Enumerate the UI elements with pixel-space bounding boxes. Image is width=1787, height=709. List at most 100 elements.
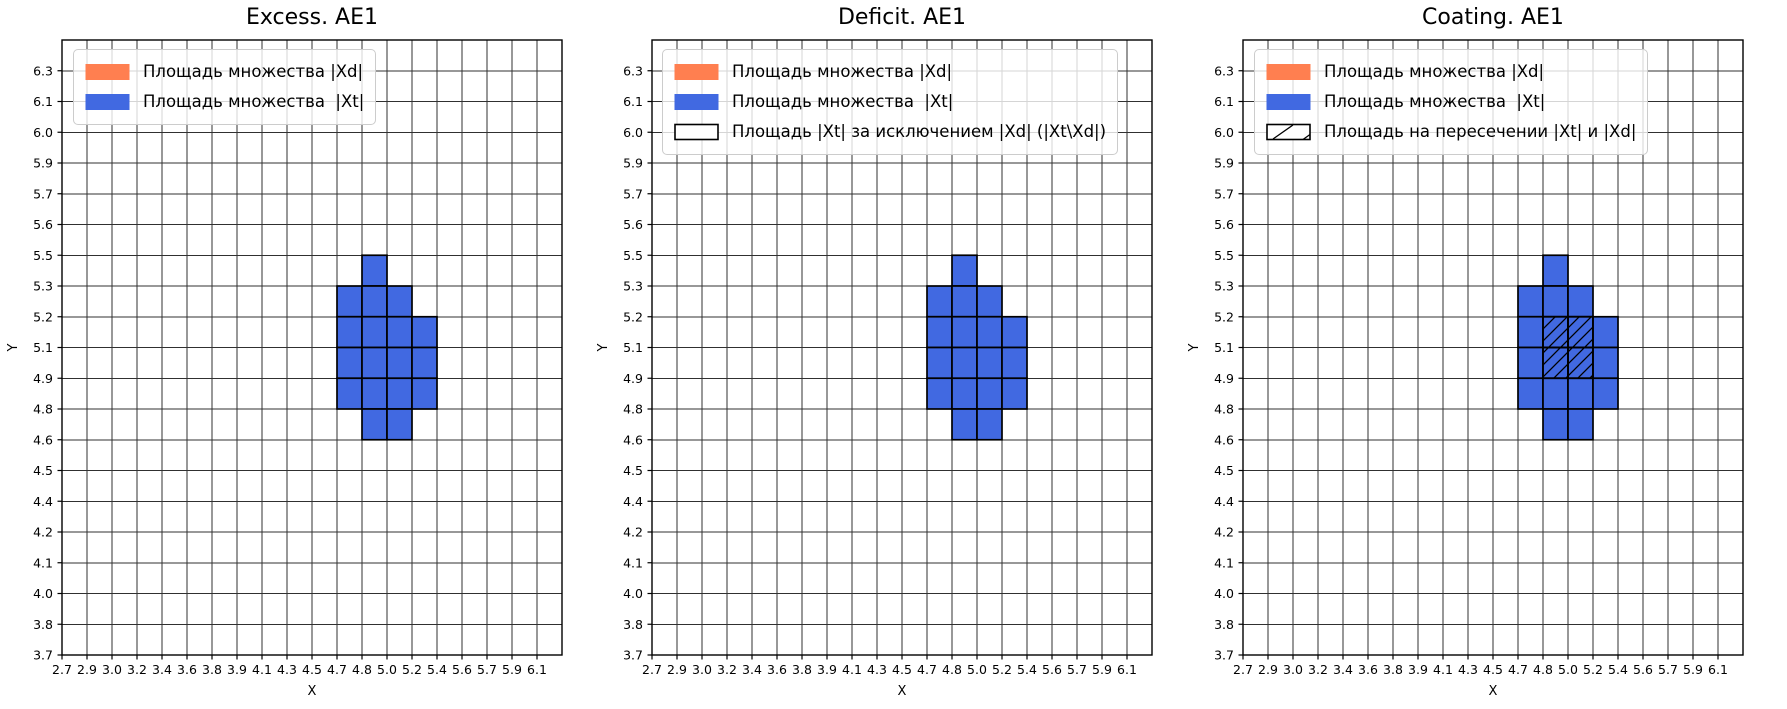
- x-tick-label: 4.7: [917, 662, 937, 677]
- legend-swatch-solid-icon: [674, 93, 719, 110]
- legend-entry: Площадь множества |Xd|: [1264, 57, 1638, 87]
- y-tick-label: 5.5: [623, 248, 643, 263]
- x-tick-label: 3.9: [817, 662, 837, 677]
- grid-cell: [951, 315, 978, 349]
- x-tick-label: 5.2: [402, 662, 422, 677]
- legend-deficit: Площадь множества |Xd| Площадь множества …: [662, 49, 1119, 155]
- y-tick-label: 4.2: [1214, 525, 1234, 540]
- x-tick-label: 2.9: [77, 662, 97, 677]
- y-tick-label: 4.1: [623, 555, 643, 570]
- grid-cell: [1517, 346, 1544, 380]
- x-tick-label: 4.5: [1483, 662, 1503, 677]
- x-tick-label: 5.4: [1608, 662, 1628, 677]
- grid-cell: [976, 408, 1003, 441]
- legend-entry: Площадь множества |Xd|: [672, 57, 1108, 87]
- y-tick-label: 3.7: [1214, 648, 1234, 663]
- legend-entry-label: Площадь множества |Xd|: [1324, 62, 1545, 81]
- y-tick-label: 6.3: [33, 63, 53, 78]
- y-tick-label: 4.5: [1214, 463, 1234, 478]
- legend-excess: Площадь множества |Xd| Площадь множества …: [73, 49, 377, 125]
- grid-cell: [336, 315, 363, 349]
- y-tick-label: 5.9: [623, 156, 643, 171]
- x-tick-label: 5.7: [1067, 662, 1087, 677]
- x-tick-label: 2.7: [52, 662, 72, 677]
- x-tick-label: 6.1: [1117, 662, 1137, 677]
- y-tick-label: 5.5: [33, 248, 53, 263]
- grid-cell: [926, 346, 953, 380]
- x-tick-label: 5.4: [427, 662, 447, 677]
- x-tick-label: 4.1: [842, 662, 862, 677]
- grid-cell: [336, 346, 363, 380]
- legend-entry: Площадь множества |Xt|: [83, 87, 366, 117]
- y-tick-label: 4.1: [33, 555, 53, 570]
- grid-cell: [951, 285, 978, 318]
- grid-cell: [976, 346, 1003, 380]
- x-tick-label: 5.6: [1042, 662, 1062, 677]
- x-tick-label: 2.7: [1233, 662, 1253, 677]
- x-tick-label: 5.6: [1633, 662, 1653, 677]
- grid-cell: [1517, 285, 1544, 318]
- y-tick-label: 5.2: [33, 309, 53, 324]
- x-tick-label: 4.3: [867, 662, 887, 677]
- y-tick-label: 5.6: [33, 217, 53, 232]
- y-tick-label: 5.7: [623, 186, 643, 201]
- grid-cell: [361, 377, 388, 410]
- y-axis-label: Y: [596, 343, 611, 352]
- y-tick-label: 4.4: [623, 494, 643, 509]
- grid-cell: [1567, 285, 1594, 318]
- x-tick-label: 3.0: [692, 662, 712, 677]
- y-tick-label: 4.4: [33, 494, 53, 509]
- legend-entry-label: Площадь множества |Xt|: [732, 91, 954, 111]
- y-axis-label: Y: [6, 343, 21, 352]
- grid-cell: [1001, 377, 1028, 410]
- legend-swatch-solid-icon: [1266, 93, 1311, 110]
- x-tick-label: 3.9: [1408, 662, 1428, 677]
- y-tick-label: 6.1: [623, 94, 643, 109]
- y-tick-label: 3.7: [623, 648, 643, 663]
- x-tick-label: 4.8: [352, 662, 372, 677]
- x-tick-label: 5.0: [377, 662, 397, 677]
- y-tick-label: 5.9: [33, 156, 53, 171]
- x-tick-label: 5.9: [1092, 662, 1112, 677]
- y-tick-label: 6.0: [623, 125, 643, 140]
- grid-cell: [926, 285, 953, 318]
- ticks-1: 2.7 2.9 3.0 3.2 3.4 3.6 3.8 3.9 4.1 4.3 4.5 4.7 4.8 5…: [623, 63, 1137, 677]
- plot-0: 2.7 2.9 3.0 3.2 3.4 3.6 3.8 3.9 4.1 4.3 4.5 4.7 4.8 5…: [6, 39, 563, 699]
- x-tick-label: 2.7: [642, 662, 662, 677]
- legend-entry-label: Площадь множества |Xt|: [1324, 91, 1546, 111]
- x-tick-label: 3.8: [792, 662, 812, 677]
- grid-cell: [1542, 254, 1569, 287]
- grid-cell: [951, 377, 978, 410]
- grid-cell: [336, 377, 363, 410]
- grid-cell: [951, 254, 978, 287]
- x-tick-label: 5.9: [502, 662, 522, 677]
- y-tick-label: 5.5: [1214, 248, 1234, 263]
- x-tick-label: 6.1: [1708, 662, 1728, 677]
- grid-cell: [1592, 315, 1619, 349]
- x-tick-label: 5.7: [477, 662, 497, 677]
- y-tick-label: 4.8: [33, 402, 53, 417]
- grid-cell: [1517, 377, 1544, 410]
- grid-cell: [1542, 285, 1569, 318]
- legend-swatch-solid-icon: [674, 63, 719, 80]
- grid-cell: [361, 408, 388, 441]
- legend-entry-label: Площадь множества |Xd|: [732, 62, 953, 81]
- y-tick-label: 4.9: [623, 371, 643, 386]
- x-tick-label: 3.0: [102, 662, 122, 677]
- x-tick-label: 5.4: [1017, 662, 1037, 677]
- y-tick-label: 6.1: [1214, 94, 1234, 109]
- grid-cell: [1567, 408, 1594, 441]
- y-tick-label: 6.0: [1214, 125, 1234, 140]
- y-tick-label: 6.1: [33, 94, 53, 109]
- x-tick-label: 3.9: [227, 662, 247, 677]
- grid-cell: [926, 315, 953, 349]
- y-tick-label: 5.3: [33, 279, 53, 294]
- x-tick-label: 3.0: [1283, 662, 1303, 677]
- x-tick-label: 6.1: [527, 662, 547, 677]
- plot-1: 2.7 2.9 3.0 3.2 3.4 3.6 3.8 3.9 4.1 4.3 4.5 4.7 4.8 5…: [596, 39, 1153, 699]
- x-tick-label: 5.9: [1683, 662, 1703, 677]
- legend-coating: Площадь множества |Xd| Площадь множества …: [1254, 49, 1649, 155]
- legend-swatch-solid-icon: [85, 93, 130, 110]
- grid-cell: [386, 346, 413, 380]
